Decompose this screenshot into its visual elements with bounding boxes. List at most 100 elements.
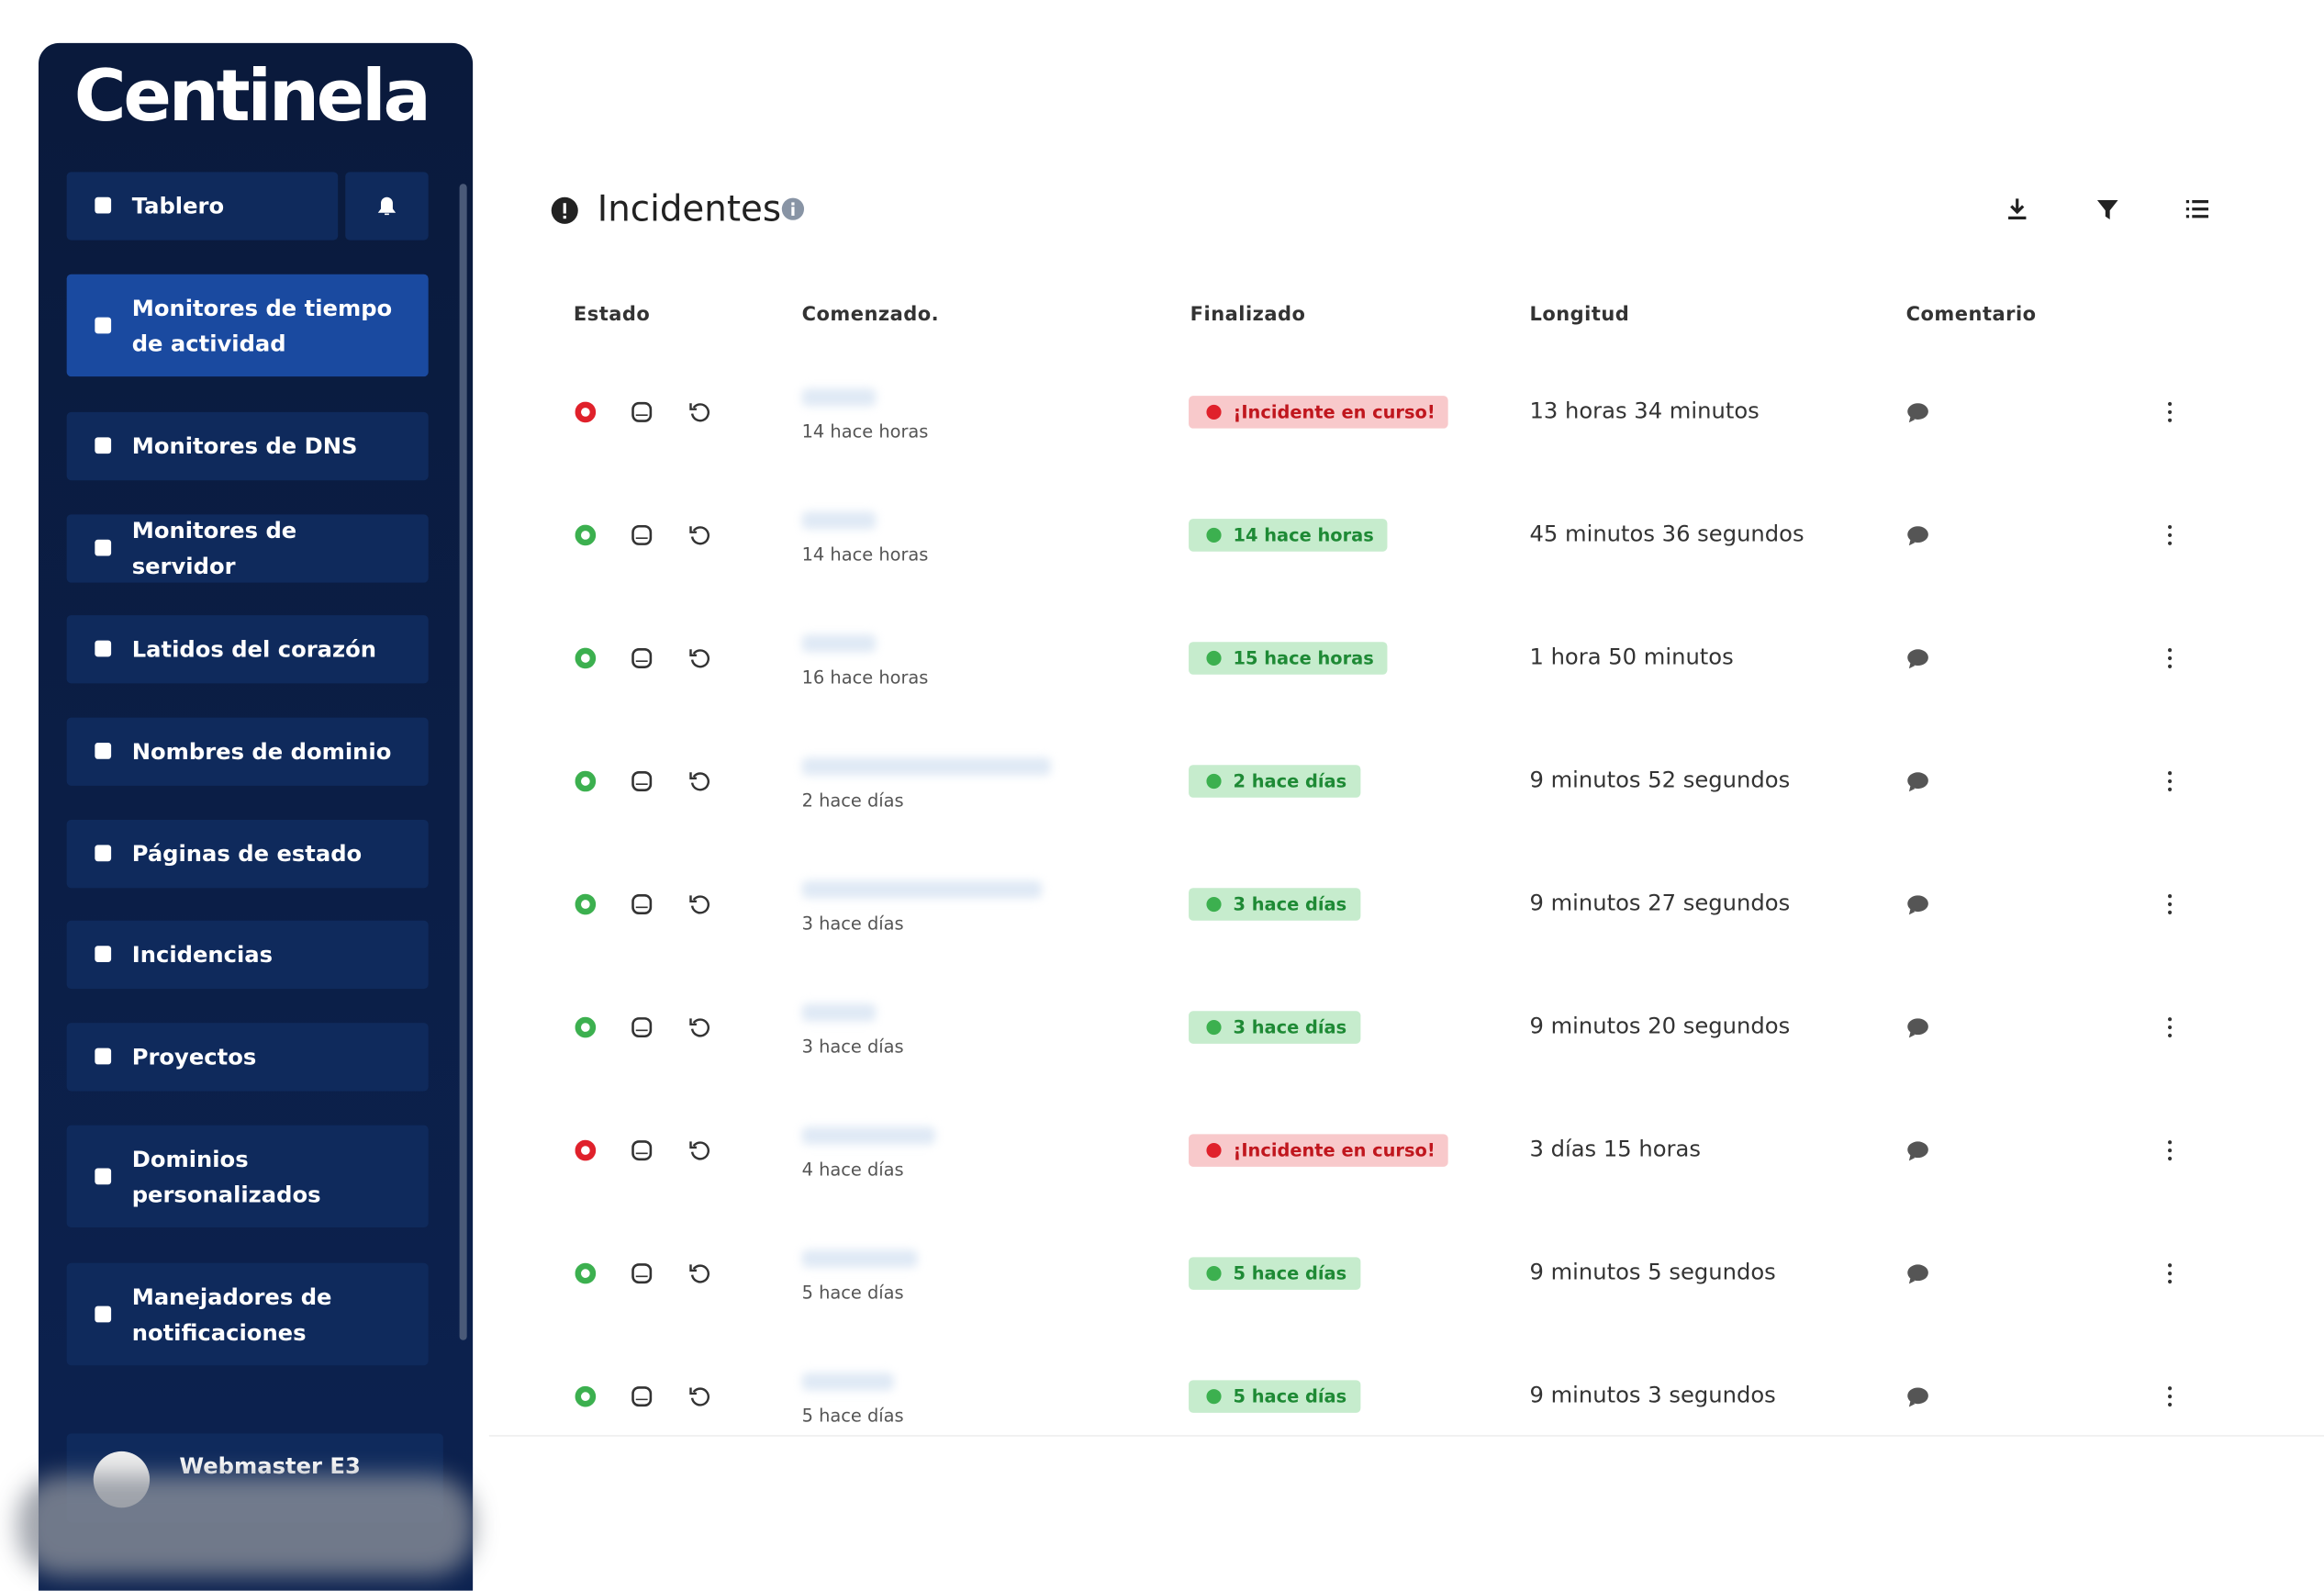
monitor-name-blurred[interactable]: [801, 1003, 877, 1022]
logo: Centinela: [73, 54, 431, 139]
nav-icon: [95, 316, 112, 333]
refresh-button[interactable]: [687, 523, 711, 547]
started: 3 hace días: [801, 1036, 904, 1058]
length: 9 minutos 20 segundos: [1529, 1012, 1791, 1039]
nav-label: Monitores de tiempo de actividad: [131, 294, 393, 357]
row-menu[interactable]: [2158, 1015, 2182, 1039]
row-menu[interactable]: [2158, 400, 2182, 424]
refresh-button[interactable]: [687, 1384, 711, 1408]
row-menu[interactable]: [2158, 646, 2182, 670]
comment-button[interactable]: [1906, 1261, 1930, 1285]
monitor-name-blurred[interactable]: [801, 757, 1051, 776]
row-menu-glyph: [2167, 1140, 2173, 1161]
monitor-name-blurred[interactable]: [801, 880, 1043, 899]
refresh-button-glyph: [689, 1141, 709, 1160]
column-header[interactable]: Comentario: [1905, 304, 2037, 327]
comment-button[interactable]: [1906, 523, 1930, 547]
monitor-name-blurred[interactable]: [801, 634, 877, 653]
view-button[interactable]: [630, 892, 654, 916]
sidebar: Centinela Tablero Webmaster E3 Monitores…: [38, 42, 474, 1591]
refresh-button[interactable]: [687, 646, 711, 670]
column-header[interactable]: Comenzado.: [801, 304, 940, 327]
row-menu-glyph: [2167, 647, 2173, 668]
bell-icon: [377, 196, 397, 216]
view-button-glyph: [631, 1386, 653, 1407]
refresh-button[interactable]: [687, 400, 711, 424]
nav-item[interactable]: Nombres de dominio: [66, 717, 429, 786]
monitor-name-blurred[interactable]: [801, 511, 877, 530]
comment-button[interactable]: [1906, 646, 1930, 670]
view-button[interactable]: [630, 1015, 654, 1039]
refresh-button[interactable]: [687, 1138, 711, 1162]
view-button-glyph: [631, 524, 653, 545]
monitor-name-blurred[interactable]: [801, 388, 877, 407]
comment-button[interactable]: [1906, 400, 1930, 424]
nav-dashboard[interactable]: Tablero: [66, 172, 339, 241]
nav-item[interactable]: Monitores de tiempo de actividad: [66, 274, 429, 377]
comment-button[interactable]: [1906, 892, 1930, 916]
view-button[interactable]: [630, 1261, 654, 1285]
ended-text: 14 hace horas: [1233, 524, 1374, 546]
row-menu[interactable]: [2158, 523, 2182, 547]
comment-button[interactable]: [1906, 1015, 1930, 1039]
refresh-button-glyph: [689, 1387, 709, 1406]
ended-badge: 2 hace días: [1189, 765, 1360, 798]
download-button[interactable]: [2004, 196, 2030, 222]
status-dot: [575, 401, 597, 423]
badge-icon: [1206, 1143, 1222, 1159]
refresh-button-glyph: [689, 403, 709, 422]
comment-button[interactable]: [1906, 1384, 1930, 1408]
refresh-button-glyph: [689, 649, 709, 668]
view-button[interactable]: [630, 1138, 654, 1162]
monitor-name-blurred[interactable]: [801, 1126, 935, 1145]
row-menu[interactable]: [2158, 1261, 2182, 1285]
row-menu[interactable]: [2158, 892, 2182, 916]
column-header[interactable]: Estado: [573, 304, 651, 327]
comment-button-glyph: [1907, 1387, 1928, 1407]
ended-badge: ¡Incidente en curso!: [1189, 396, 1449, 429]
nav-item[interactable]: Dominios personalizados: [66, 1125, 429, 1228]
row-menu[interactable]: [2158, 1138, 2182, 1162]
column-header[interactable]: Finalizado: [1190, 304, 1306, 327]
ended-text: ¡Incidente en curso!: [1233, 1139, 1436, 1161]
status-dot: [575, 770, 597, 792]
nav-label: Incidencias: [131, 941, 274, 969]
badge-icon: [1206, 650, 1222, 667]
view-button[interactable]: [630, 523, 654, 547]
nav-item[interactable]: Páginas de estado: [66, 819, 429, 889]
ended-badge: 3 hace días: [1189, 888, 1360, 921]
columns-button[interactable]: [2184, 197, 2211, 221]
comment-button[interactable]: [1906, 1138, 1930, 1162]
column-header[interactable]: Longitud: [1529, 304, 1630, 327]
view-button[interactable]: [630, 400, 654, 424]
monitor-name-blurred[interactable]: [801, 1373, 894, 1391]
bell-button[interactable]: [345, 172, 429, 241]
nav-item[interactable]: Monitores de DNS: [66, 411, 429, 481]
page-title: Incidentes: [597, 188, 782, 230]
nav-label: Dominios personalizados: [131, 1145, 321, 1208]
row-menu[interactable]: [2158, 769, 2182, 793]
nav-label: Nombres de dominio: [131, 738, 392, 766]
refresh-button[interactable]: [687, 1261, 711, 1285]
nav-item[interactable]: Manejadores de notificaciones: [66, 1262, 429, 1366]
nav-item[interactable]: Incidencias: [66, 920, 429, 990]
refresh-button[interactable]: [687, 1015, 711, 1039]
nav-item[interactable]: Proyectos: [66, 1023, 429, 1092]
nav-item[interactable]: Latidos del corazón: [66, 615, 429, 684]
filter-button[interactable]: [2095, 196, 2121, 222]
comment-button[interactable]: [1906, 769, 1930, 793]
view-button[interactable]: [630, 769, 654, 793]
nav-item[interactable]: Monitores de servidor: [66, 514, 429, 583]
started: 5 hace días: [801, 1282, 904, 1304]
view-button[interactable]: [630, 1384, 654, 1408]
info-icon[interactable]: [781, 197, 805, 221]
view-button[interactable]: [630, 646, 654, 670]
started: 3 hace días: [801, 913, 904, 935]
status-dot: [575, 1385, 597, 1407]
refresh-button[interactable]: [687, 892, 711, 916]
monitor-name-blurred[interactable]: [801, 1249, 918, 1268]
comment-button-glyph: [1907, 1141, 1928, 1161]
row-menu[interactable]: [2158, 1384, 2182, 1408]
refresh-button[interactable]: [687, 769, 711, 793]
